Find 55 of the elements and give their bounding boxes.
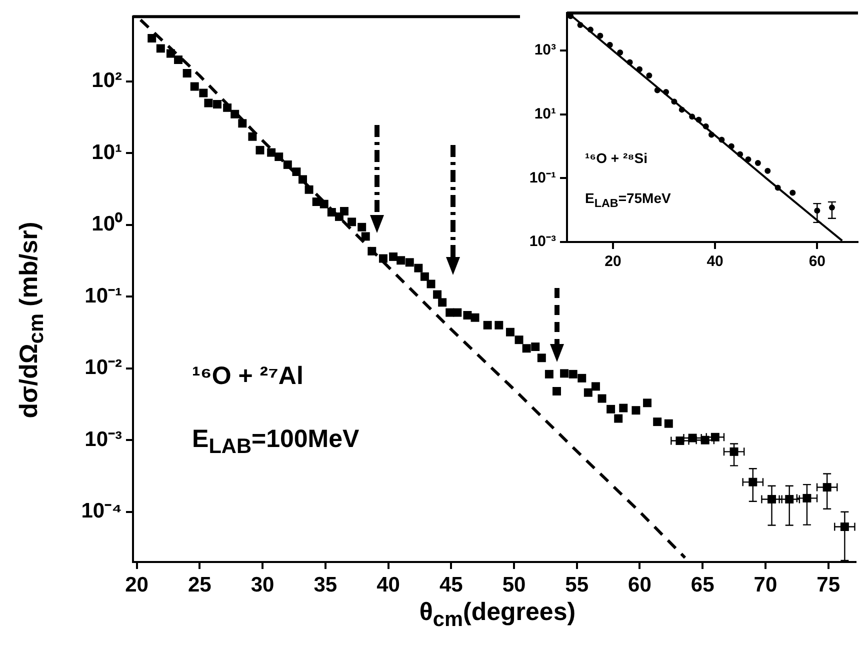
point — [606, 42, 613, 48]
x-tick-label: 55 — [565, 573, 589, 596]
point — [764, 168, 771, 174]
y-tick-label: 10² — [92, 69, 122, 92]
x-tick-label: 75 — [816, 573, 840, 596]
point — [636, 66, 642, 72]
y-tick-label: 10⁻¹ — [529, 169, 556, 186]
y-tick-label: 10⁻² — [84, 356, 122, 380]
x-tick-label: 40 — [376, 573, 400, 596]
x-tick-label: 70 — [754, 573, 778, 596]
x-tick-label: 35 — [314, 573, 338, 596]
y-tick-label: 10⁻³ — [529, 233, 556, 250]
point — [737, 151, 744, 158]
point — [617, 49, 624, 56]
point — [790, 190, 796, 196]
point — [745, 156, 752, 162]
point — [626, 59, 633, 66]
x-tick-label: 50 — [502, 573, 526, 596]
point — [678, 106, 685, 113]
point — [671, 98, 678, 105]
y-tick-label: 10⁻⁴ — [81, 500, 122, 523]
x-tick-label: 30 — [250, 573, 274, 596]
x-tick-label: 60 — [628, 573, 652, 596]
x-tick-label: 45 — [439, 573, 464, 596]
point — [754, 160, 761, 166]
point — [696, 116, 702, 123]
point — [702, 123, 709, 130]
y-tick-label: 10¹ — [92, 140, 122, 164]
x-tick-label: 60 — [808, 253, 826, 270]
point — [577, 22, 584, 28]
point — [718, 136, 725, 143]
x-tick-label: 20 — [604, 253, 622, 270]
y-tick-label: 10⁰ — [92, 212, 123, 236]
point — [728, 143, 734, 150]
y-tick-label: 10³ — [534, 42, 556, 59]
x-tick-label: 65 — [690, 573, 715, 596]
point — [587, 26, 594, 33]
point — [774, 184, 781, 191]
y-tick-label: 10⁻³ — [84, 428, 122, 451]
y-tick-label: 10⁻¹ — [84, 284, 122, 308]
annotation: ¹⁶O + ²⁷Al — [192, 362, 304, 391]
annotation: ¹⁶O + ²⁸Si — [585, 150, 648, 166]
x-tick-label: 25 — [188, 573, 212, 596]
x-axis-title: θ$_{cm}$(degrees) — [418, 598, 577, 632]
x-tick-label: 40 — [706, 253, 724, 270]
point — [597, 32, 604, 39]
annotation: E$_{LAB}$=100MeV — [192, 425, 360, 459]
annotation: E$_{LAB}$=75MeV — [585, 190, 671, 210]
x-tick-label: 20 — [125, 573, 148, 596]
point — [708, 132, 714, 138]
point — [689, 114, 696, 120]
y-tick-label: 10¹ — [534, 105, 556, 122]
point — [663, 89, 670, 96]
point — [646, 72, 652, 78]
point — [654, 87, 660, 94]
